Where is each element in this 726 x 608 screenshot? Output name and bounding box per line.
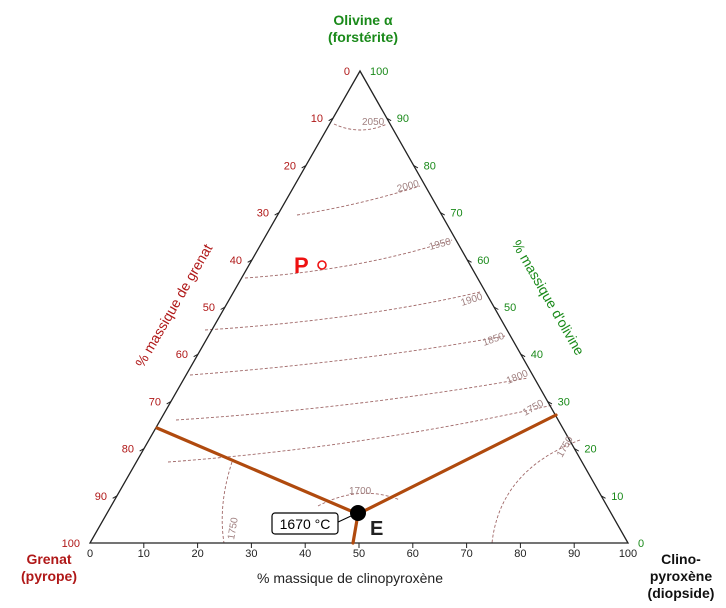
tick-mark-right: [466, 259, 472, 263]
tick-label-right: 0: [638, 538, 644, 550]
isotherm-label: 1950: [428, 236, 453, 252]
tick-label-right: 60: [477, 255, 489, 267]
isotherm-label: 1700: [349, 486, 372, 497]
point-P-marker: [317, 260, 327, 270]
tick-label-bottom: 90: [568, 548, 580, 560]
tick-label-bottom: 70: [460, 548, 472, 560]
tick-marks: [112, 117, 606, 548]
tick-label-right: 70: [450, 208, 462, 220]
tick-label-right: 30: [558, 396, 570, 408]
tick-label-bottom: 30: [245, 548, 257, 560]
tick-label-right: 10: [611, 491, 623, 503]
cotectic-right: [356, 413, 558, 516]
tick-label-left: 20: [284, 160, 296, 172]
isotherm-label: 1750: [521, 398, 546, 419]
vertex-olivine-name: Olivine α: [333, 12, 393, 28]
tick-label-bottom: 100: [619, 548, 637, 560]
tick-label-right: 90: [397, 113, 409, 125]
tick-label-left: 30: [257, 208, 269, 220]
tick-mark-left: [274, 212, 280, 216]
isotherm-1750: [167, 404, 554, 463]
isotherm-1900: [204, 291, 481, 331]
tick-mark-right: [600, 495, 606, 499]
tick-label-bottom: 80: [514, 548, 526, 560]
tick-mark-right: [574, 448, 579, 452]
isotherm-1750-right: [491, 439, 581, 544]
isotherm-label: 1750: [226, 516, 241, 540]
vertex-clinopyroxene-mineral: (diopside): [647, 585, 715, 601]
tick-mark-left: [247, 259, 253, 263]
tick-label-right: 100: [370, 66, 388, 78]
tick-label-left: 90: [95, 491, 107, 503]
tick-label-left: 70: [149, 396, 161, 408]
tick-mark-left: [328, 117, 334, 122]
isotherm-lines: [167, 123, 581, 544]
isotherm-2000: [296, 185, 421, 216]
tick-mark-left: [220, 306, 226, 310]
axis-title-right: % massique d'olivine: [509, 237, 588, 358]
isotherm-1850: [189, 335, 506, 376]
vertex-clinopyroxene-line2: pyroxène: [649, 568, 713, 584]
vertex-clinopyroxene-line1: Clino-: [661, 551, 701, 567]
tick-mark-right: [493, 306, 499, 310]
tick-label-bottom: 10: [138, 548, 150, 560]
tick-label-left: 40: [230, 255, 242, 267]
vertex-grenat-label: Grenat (pyrope): [4, 551, 94, 585]
tick-label-left: 60: [176, 349, 188, 361]
cotectic-left: [155, 426, 360, 516]
point-E-label: E: [370, 518, 383, 540]
vertex-grenat-name: Grenat: [26, 551, 72, 567]
eutectic-temp-box: [271, 512, 339, 535]
tick-labels: 0 10 20 30 40 50 60 70 80 90 100010203040506070809…: [62, 66, 644, 560]
tick-mark-right: [547, 400, 553, 405]
tick-mark-left: [112, 495, 118, 499]
tick-label-left: 50: [203, 302, 215, 314]
point-P-label: P: [294, 253, 309, 278]
tick-mark-left: [139, 448, 145, 452]
axis-title-bottom: % massique de clinopyroxène: [257, 570, 443, 586]
isotherm-label: 2000: [396, 178, 421, 194]
isotherm-label: 2050: [362, 117, 385, 128]
tick-label-bottom: 40: [299, 548, 311, 560]
vertex-clinopyroxene-label: Clino- pyroxène (diopside): [636, 551, 726, 602]
tick-mark-right: [440, 212, 445, 216]
vertex-grenat-mineral: (pyrope): [21, 568, 77, 584]
tick-label-left: 100: [62, 538, 80, 550]
tick-label-right: 40: [531, 349, 543, 361]
isotherm-labels: 2050 2000 1950 1900 1850 1800 1750 1700 …: [226, 117, 576, 541]
tick-mark-right: [386, 117, 392, 122]
tick-mark-left: [193, 353, 199, 358]
tick-label-right: 50: [504, 302, 516, 314]
isotherm-1800: [175, 377, 529, 421]
isotherm-1950: [244, 239, 453, 279]
tick-label-bottom: 60: [407, 548, 419, 560]
tick-label-bottom: 20: [191, 548, 203, 560]
isotherm-label: 1900: [460, 291, 485, 308]
tick-label-bottom: 0: [87, 548, 93, 560]
tick-label-left: 10: [311, 113, 323, 125]
tick-label-right: 20: [584, 444, 596, 456]
eutectic-temp-label: 1670 °C: [280, 516, 331, 532]
tick-mark-left: [301, 164, 307, 169]
tick-label-left: 80: [122, 444, 134, 456]
isotherm-label: 1800: [505, 368, 530, 387]
tick-label-left: 0: [344, 66, 350, 78]
tick-mark-right: [413, 164, 419, 169]
cotectic-lines: [155, 413, 558, 545]
tick-label-right: 80: [424, 160, 436, 172]
isotherm-label: 1850: [481, 331, 506, 349]
vertex-olivine-label: Olivine α (forstérite): [300, 12, 426, 46]
isotherm-2050: [333, 123, 388, 131]
tick-label-bottom: 50: [353, 548, 365, 560]
isotherm-1750-left: [221, 461, 233, 544]
vertex-olivine-mineral: (forstérite): [327, 29, 398, 45]
eutectic-point: [350, 505, 366, 521]
tick-mark-right: [520, 353, 526, 358]
tick-mark-left: [166, 400, 172, 405]
